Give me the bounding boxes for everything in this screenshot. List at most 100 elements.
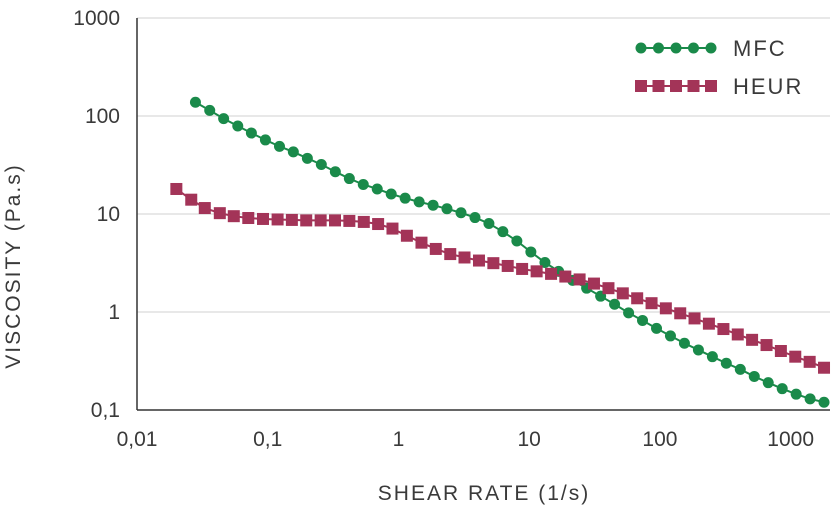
data-point-heur bbox=[213, 207, 226, 220]
legend-marker bbox=[670, 80, 682, 92]
data-point-mfc bbox=[720, 357, 732, 369]
series-line-mfc bbox=[194, 101, 825, 404]
data-point-heur bbox=[760, 339, 773, 352]
legend-label: MFC bbox=[733, 36, 787, 61]
legend-marker bbox=[687, 80, 700, 92]
data-point-heur bbox=[357, 215, 370, 228]
data-point-heur bbox=[501, 259, 514, 272]
x-tick-label: 0,01 bbox=[117, 428, 158, 451]
data-point-heur bbox=[530, 265, 543, 278]
data-point-mfc bbox=[259, 134, 271, 146]
y-tick-label: 10 bbox=[97, 203, 120, 226]
data-point-heur bbox=[386, 222, 399, 235]
data-point-heur bbox=[516, 262, 529, 275]
data-point-mfc bbox=[315, 158, 327, 170]
data-point-heur bbox=[587, 277, 600, 290]
y-tick-label: 1 bbox=[108, 301, 120, 324]
data-series bbox=[170, 96, 831, 408]
data-point-mfc bbox=[623, 307, 635, 319]
data-point-mfc bbox=[287, 146, 299, 158]
legend-marker bbox=[670, 42, 682, 54]
data-point-mfc bbox=[441, 203, 453, 215]
data-point-heur bbox=[573, 273, 586, 286]
data-point-heur bbox=[818, 361, 831, 374]
data-point-heur bbox=[746, 333, 759, 346]
series-heur bbox=[170, 182, 831, 374]
series-mfc bbox=[189, 96, 830, 408]
data-point-mfc bbox=[232, 120, 244, 132]
data-point-mfc bbox=[413, 196, 425, 208]
data-point-mfc bbox=[804, 393, 816, 405]
data-point-heur bbox=[242, 212, 255, 225]
y-tick-label: 0,1 bbox=[91, 399, 120, 422]
data-point-mfc bbox=[748, 370, 760, 382]
data-point-mfc bbox=[497, 226, 509, 238]
data-point-mfc bbox=[329, 166, 341, 178]
data-point-mfc bbox=[692, 344, 704, 356]
legend-entry-mfc: MFC bbox=[635, 36, 787, 61]
data-point-mfc bbox=[818, 396, 830, 408]
data-point-mfc bbox=[678, 337, 690, 349]
data-point-heur bbox=[688, 312, 701, 325]
data-point-heur bbox=[458, 251, 471, 264]
data-point-heur bbox=[328, 214, 341, 227]
data-point-mfc bbox=[651, 322, 663, 334]
data-point-heur bbox=[285, 213, 298, 226]
legend-marker bbox=[635, 80, 647, 92]
data-point-heur bbox=[372, 218, 385, 231]
data-point-mfc bbox=[455, 207, 467, 219]
legend-marker bbox=[653, 42, 664, 54]
legend-marker bbox=[635, 42, 647, 54]
data-point-heur bbox=[674, 307, 687, 320]
legend-entry-heur: HEUR bbox=[635, 74, 803, 99]
data-point-heur bbox=[271, 213, 284, 226]
data-point-mfc bbox=[371, 183, 383, 195]
data-point-heur bbox=[429, 242, 442, 255]
data-point-heur bbox=[185, 193, 198, 206]
data-point-heur bbox=[198, 202, 211, 215]
data-point-heur bbox=[487, 257, 500, 270]
data-point-heur bbox=[227, 210, 240, 223]
data-point-mfc bbox=[776, 383, 788, 395]
data-point-mfc bbox=[706, 351, 718, 363]
data-point-mfc bbox=[539, 256, 551, 268]
data-point-mfc bbox=[357, 178, 369, 190]
data-point-mfc bbox=[469, 212, 481, 224]
data-point-heur bbox=[789, 350, 802, 363]
data-point-heur bbox=[731, 328, 744, 341]
data-point-mfc bbox=[301, 152, 313, 164]
data-point-heur bbox=[659, 302, 672, 315]
data-point-heur bbox=[717, 323, 730, 336]
x-tick-label: 1 bbox=[393, 428, 405, 451]
y-tick-label: 100 bbox=[85, 105, 120, 128]
data-point-heur bbox=[645, 297, 658, 310]
data-point-mfc bbox=[427, 199, 439, 211]
data-point-heur bbox=[256, 212, 269, 225]
legend: MFC HEUR bbox=[635, 36, 803, 99]
y-tick-label: 1000 bbox=[73, 7, 120, 30]
data-point-mfc bbox=[664, 330, 676, 342]
series-line-heur bbox=[175, 188, 825, 369]
data-point-mfc bbox=[637, 314, 649, 326]
data-point-heur bbox=[616, 287, 629, 300]
data-point-heur bbox=[314, 214, 327, 227]
axes bbox=[136, 18, 830, 411]
data-point-mfc bbox=[218, 113, 230, 125]
legend-label: HEUR bbox=[733, 74, 803, 99]
data-point-heur bbox=[774, 344, 787, 357]
legend-marker bbox=[705, 42, 717, 54]
y-axis-label: VISCOSITY (Pa.s) bbox=[2, 163, 25, 369]
data-point-heur bbox=[400, 229, 413, 242]
legend-marker bbox=[688, 42, 699, 54]
data-point-heur bbox=[559, 270, 572, 283]
data-point-heur bbox=[343, 214, 356, 227]
data-point-heur bbox=[444, 248, 457, 261]
x-tick-label: 1000 bbox=[767, 428, 814, 451]
legend-marker bbox=[705, 80, 717, 92]
data-point-mfc bbox=[762, 377, 774, 389]
x-tick-label: 100 bbox=[642, 428, 677, 451]
data-point-mfc bbox=[245, 127, 257, 139]
x-tick-label: 0,1 bbox=[253, 428, 282, 451]
data-point-heur bbox=[472, 254, 485, 267]
